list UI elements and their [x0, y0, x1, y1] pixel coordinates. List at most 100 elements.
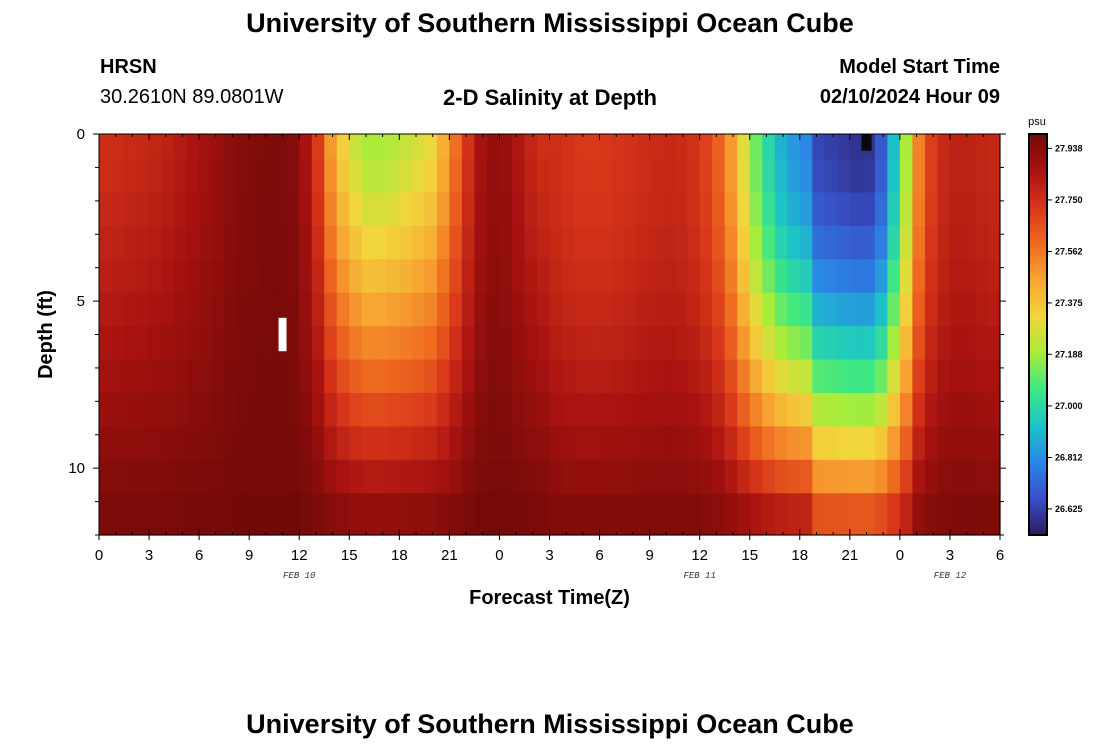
- heatmap-cell: [336, 259, 350, 294]
- heatmap-cell: [812, 259, 826, 294]
- heatmap-cell: [324, 225, 338, 260]
- heatmap-cell: [111, 426, 125, 461]
- heatmap-cell: [937, 134, 951, 160]
- heatmap-cell: [249, 426, 263, 461]
- heatmap-cell: [399, 292, 413, 327]
- heatmap-cell: [612, 259, 626, 294]
- heatmap-cell: [311, 426, 325, 461]
- heatmap-cell: [336, 326, 350, 361]
- heatmap-cell: [837, 159, 851, 194]
- heatmap-cell: [962, 426, 976, 461]
- heatmap-cell: [249, 159, 263, 194]
- heatmap-cell: [587, 426, 601, 461]
- heatmap-cell: [837, 493, 851, 536]
- heatmap-cell: [474, 426, 488, 461]
- heatmap-cell: [111, 192, 125, 227]
- heatmap-cell: [949, 493, 964, 536]
- heatmap-cell: [912, 359, 926, 394]
- heatmap-cell: [461, 134, 476, 160]
- heatmap-cell: [912, 493, 926, 536]
- heatmap-cell: [536, 134, 551, 160]
- heatmap-cell: [424, 426, 438, 461]
- heatmap-cell: [599, 159, 613, 194]
- heatmap-cell: [236, 459, 250, 494]
- heatmap-cell: [674, 159, 688, 194]
- heatmap-cell: [599, 134, 613, 160]
- heatmap-cell: [524, 225, 538, 260]
- heatmap-cell: [837, 192, 851, 227]
- heatmap-cell: [612, 392, 626, 427]
- heatmap-cell: [449, 159, 463, 194]
- heatmap-cell: [136, 292, 150, 327]
- heatmap-cell: [924, 225, 939, 260]
- heatmap-cell: [274, 426, 288, 461]
- heatmap-cell: [186, 192, 200, 227]
- heatmap-cell: [261, 392, 275, 427]
- heatmap-cell: [937, 459, 951, 494]
- heatmap-cell: [374, 192, 388, 227]
- heatmap-cell: [824, 134, 838, 160]
- heatmap-cell: [574, 326, 588, 361]
- heatmap-cell: [211, 392, 225, 427]
- heatmap-cell: [211, 225, 225, 260]
- heatmap-cell: [299, 326, 313, 361]
- heatmap-cell: [587, 192, 601, 227]
- heatmap-cell: [974, 459, 989, 494]
- heatmap-cell: [474, 359, 488, 394]
- heatmap-cell: [687, 159, 701, 194]
- heatmap-cell: [824, 159, 838, 194]
- heatmap-cell: [299, 225, 313, 260]
- heatmap-cell: [624, 426, 638, 461]
- heatmap-cell: [299, 292, 313, 327]
- heatmap-cell: [336, 426, 350, 461]
- heatmap-cell: [699, 359, 713, 394]
- heatmap-cell: [987, 359, 1001, 394]
- heatmap-cell: [436, 192, 450, 227]
- heatmap-cell: [737, 225, 751, 260]
- heatmap-cell: [211, 159, 225, 194]
- heatmap-cell: [511, 225, 526, 260]
- heatmap-cell: [186, 359, 200, 394]
- heatmap-cell: [837, 326, 851, 361]
- heatmap-cell: [449, 259, 463, 294]
- heatmap-cell: [436, 259, 450, 294]
- x-tick-label: 18: [391, 547, 408, 564]
- heatmap-cell: [562, 426, 576, 461]
- heatmap-cell: [261, 259, 275, 294]
- heatmap-cell: [336, 292, 350, 327]
- heatmap-cell: [749, 192, 763, 227]
- heatmap-cell: [937, 192, 951, 227]
- heatmap-cell: [474, 326, 488, 361]
- heatmap-cell: [612, 159, 626, 194]
- heatmap-cell: [361, 134, 375, 160]
- heatmap-cell: [461, 493, 476, 536]
- heatmap-cell: [699, 493, 713, 536]
- heatmap-cell: [224, 392, 238, 427]
- heatmap-cell: [511, 259, 526, 294]
- heatmap-cell: [924, 326, 939, 361]
- heatmap-cell: [699, 292, 713, 327]
- heatmap-cell: [349, 225, 363, 260]
- heatmap-cell: [111, 459, 125, 494]
- heatmap-cell: [336, 359, 350, 394]
- heatmap-cell: [511, 134, 526, 160]
- heatmap-cell: [649, 159, 663, 194]
- heatmap-cell: [874, 326, 888, 361]
- heatmap-cell: [249, 493, 263, 536]
- heatmap-cell: [637, 392, 651, 427]
- heatmap-cell: [411, 134, 425, 160]
- heatmap-cell: [712, 392, 726, 427]
- heatmap-cell: [261, 225, 275, 260]
- heatmap-cell: [124, 426, 138, 461]
- heatmap-cell: [737, 359, 751, 394]
- heatmap-cell: [536, 359, 551, 394]
- heatmap-cell: [974, 326, 989, 361]
- heatmap-cell: [186, 159, 200, 194]
- heatmap-cell: [261, 159, 275, 194]
- heatmap-cell: [161, 192, 175, 227]
- heatmap-cell: [974, 392, 989, 427]
- heatmap-cell: [587, 159, 601, 194]
- heatmap-cell: [186, 459, 200, 494]
- heatmap-cell: [436, 134, 450, 160]
- heatmap-cell: [887, 359, 901, 394]
